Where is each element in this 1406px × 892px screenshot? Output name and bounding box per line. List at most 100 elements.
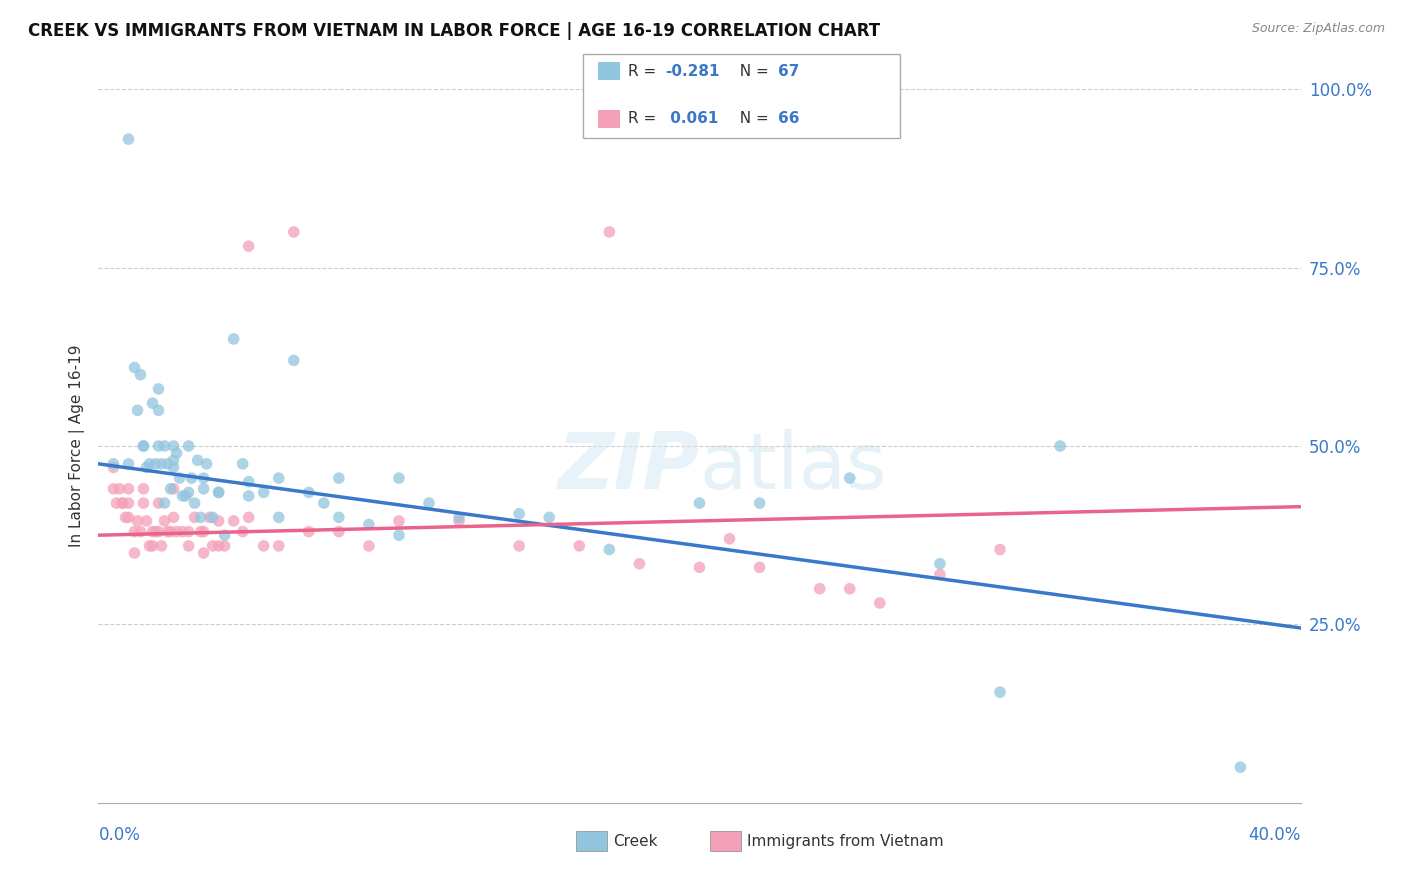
Point — [172, 524, 194, 539]
Point — [568, 539, 591, 553]
Text: Creek: Creek — [613, 834, 658, 848]
Point — [1049, 439, 1071, 453]
Point — [988, 542, 1011, 557]
Point — [193, 471, 215, 485]
Point — [198, 510, 221, 524]
Point — [132, 496, 155, 510]
Point — [162, 460, 184, 475]
Point — [156, 457, 179, 471]
Text: 0.0%: 0.0% — [98, 826, 141, 844]
Point — [838, 582, 860, 596]
Point — [328, 524, 350, 539]
Point — [135, 460, 157, 475]
Point — [688, 496, 710, 510]
Point — [148, 439, 170, 453]
Text: 0.061: 0.061 — [665, 112, 718, 126]
Point — [105, 496, 128, 510]
Point — [283, 225, 305, 239]
Point — [447, 510, 470, 524]
Point — [145, 524, 167, 539]
Point — [162, 439, 184, 453]
Point — [108, 482, 131, 496]
Point — [628, 557, 651, 571]
Point — [138, 539, 160, 553]
Point — [201, 510, 224, 524]
Point — [117, 510, 139, 524]
Point — [162, 510, 184, 524]
Point — [190, 524, 212, 539]
Point — [166, 446, 188, 460]
Point — [208, 514, 231, 528]
Point — [117, 496, 139, 510]
Text: 40.0%: 40.0% — [1249, 826, 1301, 844]
Point — [838, 471, 860, 485]
Point — [222, 332, 245, 346]
Text: CREEK VS IMMIGRANTS FROM VIETNAM IN LABOR FORCE | AGE 16-19 CORRELATION CHART: CREEK VS IMMIGRANTS FROM VIETNAM IN LABO… — [28, 22, 880, 40]
Point — [195, 457, 218, 471]
Point — [117, 457, 139, 471]
Point — [232, 457, 254, 471]
Point — [988, 685, 1011, 699]
Point — [177, 485, 200, 500]
Point — [298, 524, 321, 539]
Point — [111, 496, 134, 510]
Point — [177, 539, 200, 553]
Point — [148, 496, 170, 510]
Point — [103, 460, 125, 475]
Point — [267, 510, 290, 524]
Y-axis label: In Labor Force | Age 16-19: In Labor Force | Age 16-19 — [69, 344, 84, 548]
Point — [148, 403, 170, 417]
Point — [135, 514, 157, 528]
Text: Source: ZipAtlas.com: Source: ZipAtlas.com — [1251, 22, 1385, 36]
Point — [447, 514, 470, 528]
Point — [172, 489, 194, 503]
Point — [159, 524, 181, 539]
Text: 66: 66 — [778, 112, 799, 126]
Point — [222, 514, 245, 528]
Point — [138, 457, 160, 471]
Point — [132, 439, 155, 453]
Point — [177, 524, 200, 539]
Point — [174, 489, 197, 503]
Point — [193, 524, 215, 539]
Point — [267, 471, 290, 485]
Point — [103, 482, 125, 496]
Point — [418, 496, 440, 510]
Point — [169, 471, 191, 485]
Point — [388, 528, 411, 542]
Point — [153, 439, 176, 453]
Point — [150, 457, 173, 471]
Point — [388, 514, 411, 528]
Point — [357, 539, 380, 553]
Point — [267, 539, 290, 553]
Point — [190, 510, 212, 524]
Point — [808, 582, 831, 596]
Point — [132, 439, 155, 453]
Point — [148, 524, 170, 539]
Point — [124, 546, 146, 560]
Point — [117, 482, 139, 496]
Point — [208, 539, 231, 553]
Point — [298, 485, 321, 500]
Point — [929, 567, 952, 582]
Point — [148, 382, 170, 396]
Point — [238, 475, 260, 489]
Point — [232, 524, 254, 539]
Text: N =: N = — [730, 64, 773, 78]
Point — [214, 539, 236, 553]
Point — [538, 510, 561, 524]
Point — [141, 539, 163, 553]
Point — [145, 457, 167, 471]
Point — [183, 510, 205, 524]
Text: R =: R = — [628, 112, 662, 126]
Text: Immigrants from Vietnam: Immigrants from Vietnam — [747, 834, 943, 848]
Text: atlas: atlas — [699, 429, 887, 506]
Point — [141, 524, 163, 539]
Point — [238, 510, 260, 524]
Point — [153, 514, 176, 528]
Point — [103, 457, 125, 471]
Point — [253, 539, 276, 553]
Point — [688, 560, 710, 574]
Point — [141, 396, 163, 410]
Text: ZIP: ZIP — [557, 429, 699, 506]
